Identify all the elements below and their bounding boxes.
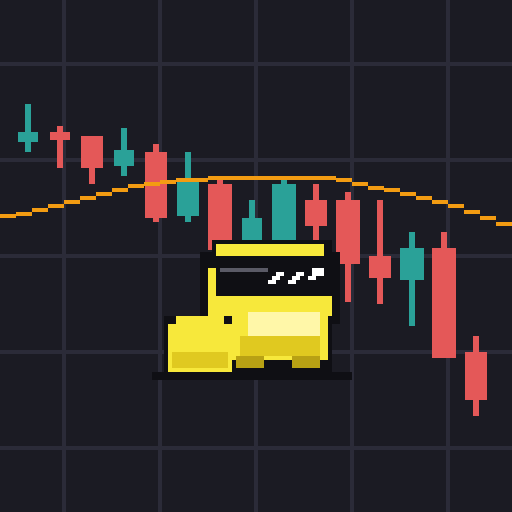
moving-average-segment [480,216,496,220]
frog-body [176,316,224,324]
moving-average-segment [192,178,208,182]
frog-foot [292,356,320,368]
moving-average-segment [432,200,448,204]
moving-average-segment [96,192,112,196]
candle-body [114,150,134,166]
moving-average-segment [32,208,48,212]
candle-down [81,136,103,184]
frog-shadow [152,372,352,380]
candle-down [432,232,456,358]
moving-average-segment [448,204,464,208]
moving-average-segment [272,176,288,180]
frog-foot [236,356,264,368]
sunglasses-shine [268,280,276,284]
moving-average-segment [240,176,256,180]
candle-up [177,152,199,222]
moving-average-segment [64,200,80,204]
sunglasses-shine [276,272,284,276]
moving-average-segment [224,176,240,180]
moving-average-segment [336,178,352,182]
moving-average-segment [304,176,320,180]
sunglasses-rim [220,268,268,272]
frog-chin [240,336,320,356]
candlesticks [18,104,487,416]
frog-belly-light [248,312,320,336]
candle-up [272,176,296,248]
moving-average-line [0,176,512,226]
moving-average-segment [256,176,272,180]
pixel-frog-with-sunglasses-icon [152,240,352,380]
moving-average-segment [416,196,432,200]
frog-head [216,244,324,256]
candle-down [208,176,232,262]
moving-average-segment [144,182,160,186]
moving-average-segment [112,188,128,192]
grid-line-horizontal [0,446,512,450]
candle-down [465,336,487,416]
candle-body [18,132,38,142]
moving-average-segment [80,196,96,200]
candle-body [242,218,262,242]
sunglasses-shine [312,268,324,276]
sunglasses-shine [288,280,296,284]
frog-body-shade [172,352,228,368]
candle-up [242,200,262,246]
moving-average-segment [128,184,144,188]
candle-body [400,248,424,280]
moving-average-segment [464,210,480,214]
moving-average-segment [208,176,224,180]
moving-average-segment [160,180,176,184]
candle-wick [25,104,31,152]
moving-average-segment [0,214,16,218]
candle-down [50,126,70,168]
sunglasses-shine [308,276,316,280]
candle-up [114,128,134,176]
candle-body [369,256,391,278]
moving-average-segment [496,222,512,226]
sunglasses-shine [292,276,300,280]
candle-body [50,132,70,140]
moving-average-segment [48,204,64,208]
candle-body [272,184,296,244]
candle-body [305,200,327,226]
sunglasses-shine [296,272,304,276]
candle-up [400,232,424,326]
candle-down [305,184,327,240]
moving-average-segment [352,182,368,186]
candle-body [465,352,487,400]
candle-wick [57,126,63,168]
grid-line-horizontal [0,62,512,66]
moving-average-segment [176,178,192,182]
candle-body [81,136,103,168]
candle-body [432,248,456,358]
moving-average-segment [16,212,32,216]
moving-average-segment [400,192,416,196]
moving-average-segment [288,176,304,180]
candle-down [369,200,391,304]
candle-body [208,184,232,250]
candle-wick [377,200,383,304]
sunglasses-shine [272,276,280,280]
candle-up [18,104,38,152]
moving-average-segment [368,186,384,190]
candle-body [177,180,199,216]
grid-line-horizontal [0,158,512,162]
moving-average-segment [320,176,336,180]
moving-average-segment [384,188,400,192]
